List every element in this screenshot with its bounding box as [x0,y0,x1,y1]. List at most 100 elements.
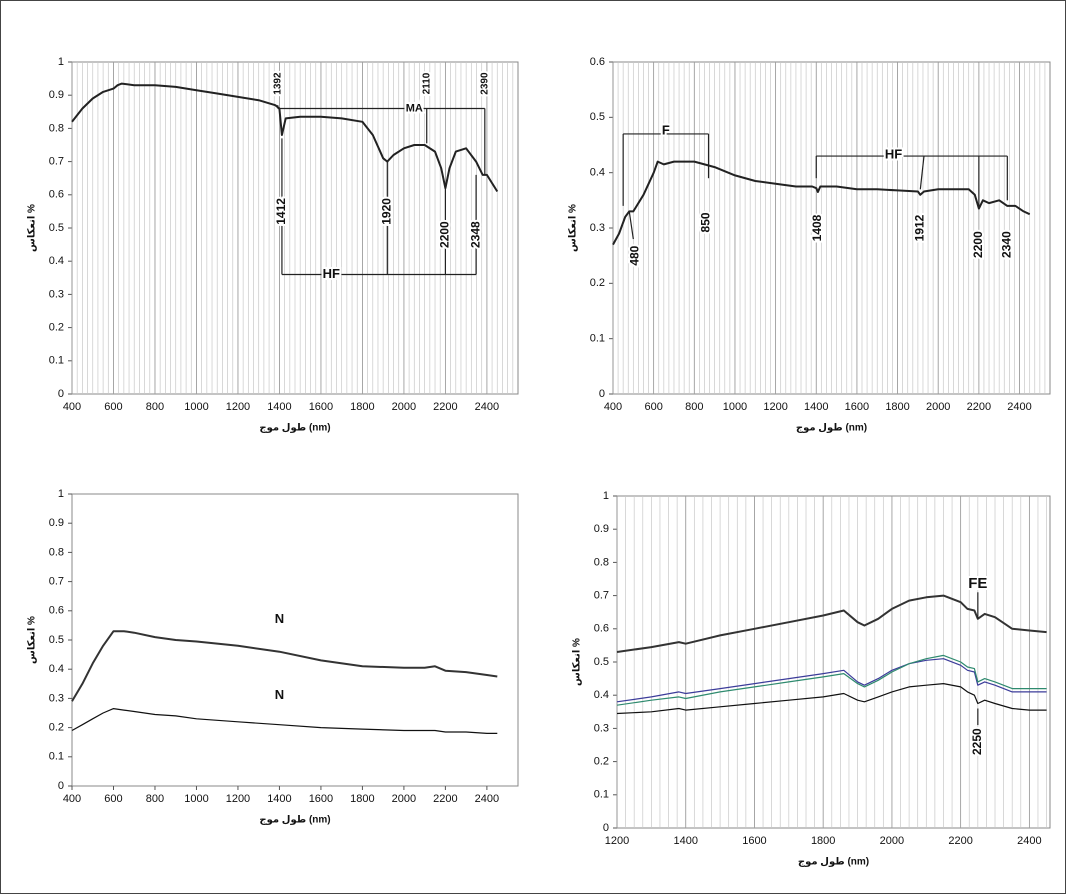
annotation: 1392 [272,72,283,95]
x-tick-label: 1000 [184,793,208,805]
y-tick-label: 0.2 [49,722,64,734]
x-tick-label: 1800 [350,793,374,805]
y-tick-label: 0.9 [594,523,609,535]
y-tick-label: 0.4 [49,255,64,267]
annotation: 2110 [421,72,432,94]
annotation: N [275,687,284,702]
x-tick-label: 2000 [880,835,904,847]
annotation: 2348 [468,221,482,248]
y-tick-label: 0.1 [590,333,605,345]
spectrum-line [612,160,1031,246]
y-tick-label: 0.1 [594,789,609,801]
y-tick-label: 0 [58,780,64,792]
y-tick-label: 0.9 [49,89,64,101]
x-tick-label: 2000 [392,401,416,413]
y-tick-label: 0.1 [49,355,64,367]
chart: 0 0.1 0.2 0.3 0.4 0.5 0.6 400 600 800 1000 1200 1400… [568,56,1051,434]
plot-area [616,495,1051,829]
x-tick-label: 2400 [475,401,499,413]
x-tick-label: 1800 [885,401,909,413]
y-tick-label: 1 [58,56,64,68]
annotation: 850 [699,212,713,232]
x-axis-label: طول موج (nm) [259,423,330,434]
x-axis-label: طول موج (nm) [259,815,330,826]
x-tick-label: 2000 [392,793,416,805]
spectrum-line [616,658,1047,703]
annotation: 2200 [438,221,452,248]
annotation: 2250 [970,728,984,755]
annotation: FE [968,575,987,592]
y-tick-label: 0 [58,388,64,400]
x-axis-label: طول موج (nm) [796,423,867,434]
x-tick-label: 1000 [184,401,208,413]
annotation: 480 [628,245,642,265]
annotation: HF [885,146,902,161]
y-axis-label: انعکاس % [27,616,38,664]
y-tick-label: 0.1 [49,751,64,763]
x-tick-label: 1600 [845,401,869,413]
y-tick-label: 0.3 [590,222,605,234]
x-tick-label: 1600 [309,401,333,413]
x-tick-label: 2200 [433,793,457,805]
y-tick-label: 0.5 [49,222,64,234]
x-tick-label: 2200 [948,835,972,847]
annotation: N [275,611,284,626]
x-tick-label: 1400 [673,835,697,847]
leader-line [628,211,634,240]
annotation: 1912 [912,214,926,241]
y-axis-label: انعکاس % [27,204,38,252]
annotation: 1920 [379,198,393,225]
y-axis-label: انعکاس % [568,204,579,252]
y-tick-label: 0.5 [49,634,64,646]
annotation: 1408 [810,214,824,241]
x-tick-label: 400 [604,401,622,413]
x-tick-label: 400 [63,793,81,805]
x-tick-label: 1200 [763,401,787,413]
x-tick-label: 1800 [350,401,374,413]
x-tick-label: 400 [63,401,81,413]
y-tick-label: 0.2 [49,322,64,334]
y-tick-label: 0.2 [594,756,609,768]
y-tick-label: 1 [603,490,609,502]
spectrum-line [71,82,499,193]
y-tick-label: 0.3 [49,288,64,300]
annotation: HF [323,266,340,281]
x-tick-label: 600 [104,793,122,805]
x-tick-label: 1400 [267,793,291,805]
spectrum-line [616,683,1047,715]
x-tick-label: 2200 [967,401,991,413]
x-tick-label: 2200 [433,401,457,413]
y-axis-label: انعکاس % [572,638,583,686]
y-tick-label: 0.3 [594,722,609,734]
leader-line [919,156,925,190]
x-tick-label: 1600 [309,793,333,805]
x-tick-label: 1200 [226,401,250,413]
y-tick-label: 0.9 [49,517,64,529]
x-tick-label: 600 [644,401,662,413]
spectrum-line [616,594,1047,653]
y-tick-label: 0.5 [590,111,605,123]
y-tick-label: 0.8 [49,546,64,558]
annotation: 1412 [274,198,288,225]
x-tick-label: 1000 [723,401,747,413]
x-tick-label: 1400 [267,401,291,413]
y-tick-label: 0.6 [590,56,605,68]
y-tick-label: 0.7 [49,576,64,588]
x-tick-label: 2400 [1017,835,1041,847]
y-tick-label: 0.6 [594,623,609,635]
x-tick-label: 1200 [226,793,250,805]
y-tick-label: 0 [599,388,605,400]
x-tick-label: 2400 [475,793,499,805]
y-tick-label: 0.2 [590,277,605,289]
y-tick-label: 0.3 [49,692,64,704]
y-tick-label: 0.8 [49,122,64,134]
y-tick-label: 0.7 [49,156,64,168]
annotation: F [662,123,670,138]
annotation: 2340 [999,231,1013,258]
y-tick-label: 0 [603,822,609,834]
annotation: MA [406,102,423,114]
x-tick-label: 1400 [804,401,828,413]
annotation: 2390 [479,72,490,95]
